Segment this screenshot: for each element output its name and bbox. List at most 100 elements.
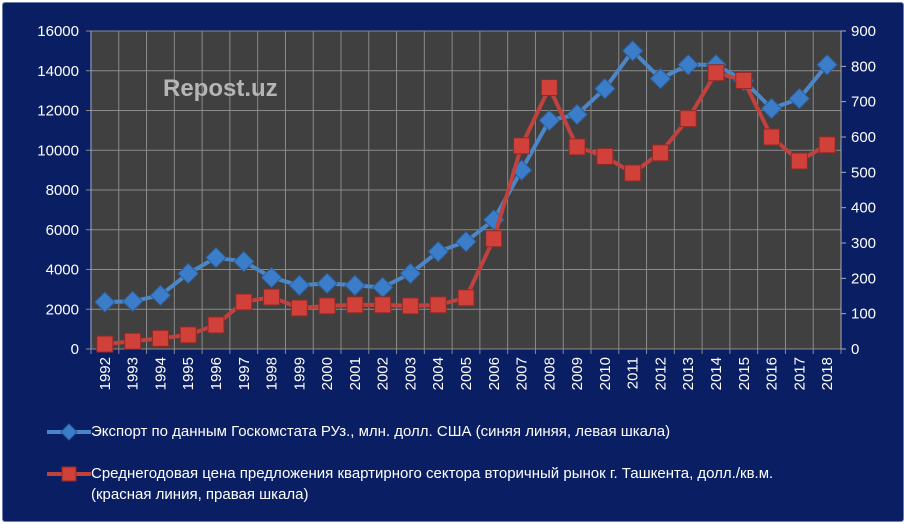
data-point-price <box>96 335 114 353</box>
left-tick-label: 4000 <box>46 262 79 279</box>
data-point-price <box>818 136 836 154</box>
data-point-export <box>233 250 255 273</box>
data-point-export <box>205 246 227 269</box>
x-tick-label: 2002 <box>375 357 392 390</box>
x-tick-label: 1993 <box>125 357 142 390</box>
data-point-price <box>318 297 336 315</box>
data-point-price <box>374 296 392 314</box>
left-tick-label: 8000 <box>46 182 79 199</box>
data-point-price <box>179 326 197 344</box>
x-tick-label: 1999 <box>291 357 308 390</box>
right-tick-label: 0 <box>851 341 859 358</box>
data-point-export <box>677 54 699 76</box>
data-point-price <box>624 164 642 182</box>
x-tick-label: 2018 <box>819 357 836 390</box>
x-tick-label: 2000 <box>319 357 336 390</box>
x-tick-label: 1997 <box>236 357 253 390</box>
right-tick-label: 300 <box>851 235 876 252</box>
x-tick-label: 2007 <box>514 357 531 390</box>
data-point-price <box>263 288 281 306</box>
x-tick-label: 2017 <box>791 357 808 390</box>
data-point-price <box>485 230 503 248</box>
data-point-export <box>621 40 644 62</box>
data-point-price <box>596 147 614 165</box>
data-point-price <box>513 137 531 155</box>
left-tick-label: 2000 <box>46 301 79 318</box>
data-point-price <box>207 316 225 334</box>
data-point-price <box>568 138 586 156</box>
x-tick-label: 2009 <box>569 357 586 390</box>
x-tick-label: 2010 <box>597 357 614 390</box>
data-point-price <box>457 289 475 307</box>
data-point-export <box>149 284 172 307</box>
x-tick-label: 1998 <box>264 357 281 390</box>
data-point-export <box>399 262 422 285</box>
right-tick-label: 200 <box>851 270 876 287</box>
data-point-price <box>679 110 697 128</box>
left-tick-label: 6000 <box>46 222 79 239</box>
legend-label-price: Среднегодовая цена предложения квартирно… <box>91 463 891 505</box>
data-point-export <box>649 67 672 90</box>
data-point-export <box>760 97 783 120</box>
x-tick-label: 2001 <box>347 357 364 390</box>
x-tick-label: 2003 <box>402 357 419 390</box>
left-tick-label: 14000 <box>37 63 79 80</box>
x-tick-label: 1995 <box>180 357 197 390</box>
data-point-export <box>316 272 338 295</box>
data-point-export <box>566 103 588 126</box>
x-tick-label: 2013 <box>680 357 697 390</box>
data-point-price <box>707 64 725 82</box>
left-tick-label: 12000 <box>37 103 79 120</box>
data-point-export <box>788 87 811 110</box>
data-point-price <box>235 293 253 311</box>
data-point-price <box>346 296 364 314</box>
x-tick-label: 2016 <box>764 357 781 390</box>
x-tick-label: 2008 <box>541 357 558 390</box>
data-point-price <box>290 299 308 317</box>
x-tick-label: 2014 <box>708 357 725 390</box>
x-tick-label: 2012 <box>652 357 669 390</box>
x-tick-label: 2005 <box>458 357 475 390</box>
data-point-export <box>288 274 311 297</box>
x-tick-label: 1994 <box>152 357 169 390</box>
right-tick-label: 500 <box>851 164 876 181</box>
right-tick-label: 900 <box>851 23 876 40</box>
x-tick-label: 2015 <box>736 357 753 390</box>
data-point-export <box>455 230 477 253</box>
data-point-price <box>429 296 447 314</box>
right-tick-label: 100 <box>851 306 876 323</box>
data-point-export <box>427 240 449 263</box>
data-point-price <box>790 152 808 170</box>
legend-marker-red-square-icon <box>47 466 91 482</box>
right-tick-label: 800 <box>851 58 876 75</box>
right-tick-label: 700 <box>851 94 876 111</box>
right-tick-label: 600 <box>851 129 876 146</box>
watermark: Repost.uz <box>163 75 278 102</box>
left-tick-label: 10000 <box>37 142 79 159</box>
data-point-export <box>344 274 366 297</box>
legend-label-price-line2: (красная линия, правая шкала) <box>91 486 309 503</box>
data-point-export <box>94 291 116 313</box>
x-tick-label: 1992 <box>97 357 114 390</box>
data-point-price <box>651 144 669 162</box>
data-point-export <box>538 109 561 132</box>
x-tick-label: 1996 <box>208 357 225 390</box>
legend-marker-blue-diamond-icon <box>47 423 91 441</box>
data-point-price <box>151 329 169 347</box>
data-point-price <box>540 79 558 97</box>
left-tick-label: 16000 <box>37 23 79 40</box>
data-point-export <box>594 77 616 100</box>
data-point-price <box>124 332 142 350</box>
right-tick-label: 400 <box>851 200 876 217</box>
data-point-export <box>260 266 283 289</box>
x-tick-label: 2006 <box>486 357 503 390</box>
data-point-export <box>121 290 144 313</box>
legend-label-export: Экспорт по данным Госкомстата РУз., млн.… <box>91 423 671 440</box>
left-tick-label: 0 <box>71 341 79 358</box>
legend-label-price-line1: Среднегодовая цена предложения квартирно… <box>91 465 774 482</box>
data-point-export <box>177 262 199 285</box>
chart-svg: 0 2000 4000 6000 8000 10000 12000 14000 16000 0 10… <box>37 23 876 390</box>
x-tick-label: 2004 <box>430 357 447 390</box>
x-tick-label: 2011 <box>625 357 642 389</box>
